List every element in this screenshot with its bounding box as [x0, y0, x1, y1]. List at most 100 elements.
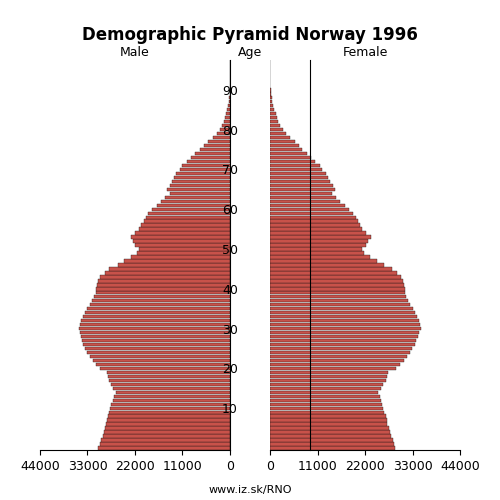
Bar [270, 410, 384, 414]
Bar [133, 240, 230, 243]
Bar [80, 331, 230, 334]
Bar [270, 108, 274, 112]
Bar [88, 351, 230, 354]
Bar [270, 287, 404, 290]
Bar [90, 355, 230, 358]
Bar [86, 347, 230, 350]
Bar [100, 366, 230, 370]
Bar [270, 386, 382, 390]
Bar [270, 414, 386, 418]
Bar [220, 128, 230, 132]
Bar [270, 406, 383, 410]
Bar [96, 287, 230, 290]
Bar [270, 236, 370, 239]
Bar [270, 172, 326, 175]
Bar [105, 426, 230, 430]
Bar [270, 164, 320, 167]
Bar [270, 96, 272, 100]
Bar [270, 267, 392, 270]
Bar [144, 220, 230, 223]
Bar [270, 204, 344, 207]
Bar [270, 132, 286, 136]
Bar [137, 252, 230, 254]
Bar [270, 438, 392, 442]
Bar [270, 124, 280, 128]
Bar [270, 144, 299, 148]
Bar [140, 228, 230, 231]
Bar [224, 120, 230, 124]
Bar [270, 256, 370, 258]
Bar [182, 164, 230, 167]
Bar [270, 283, 404, 286]
Bar [104, 430, 230, 434]
Bar [111, 382, 230, 386]
Bar [110, 406, 230, 410]
Bar [270, 200, 340, 203]
Bar [270, 168, 322, 171]
Bar [270, 299, 408, 302]
Bar [270, 180, 330, 183]
Bar [98, 446, 230, 450]
Bar [156, 204, 230, 207]
Bar [106, 422, 230, 426]
Bar [140, 248, 230, 250]
Text: Age: Age [238, 46, 262, 59]
Bar [270, 303, 410, 306]
Bar [196, 152, 230, 155]
Bar [270, 260, 377, 262]
Bar [86, 311, 230, 314]
Bar [124, 260, 230, 262]
Bar [105, 271, 230, 274]
Bar [270, 311, 414, 314]
Bar [135, 244, 230, 246]
Bar [270, 100, 272, 103]
Bar [102, 438, 230, 442]
Bar [116, 390, 230, 394]
Bar [270, 120, 278, 124]
Bar [270, 347, 412, 350]
Bar [270, 418, 386, 422]
Bar [270, 240, 368, 243]
Bar [228, 100, 230, 103]
Bar [161, 200, 230, 203]
Bar [212, 136, 230, 140]
Bar [92, 299, 230, 302]
Bar [270, 275, 401, 278]
Bar [270, 327, 420, 330]
Bar [270, 323, 420, 326]
Bar [80, 323, 230, 326]
Bar [96, 291, 230, 294]
Bar [270, 216, 356, 219]
Bar [270, 271, 396, 274]
Bar [180, 168, 230, 171]
Bar [226, 112, 230, 116]
Bar [148, 212, 230, 215]
Bar [229, 96, 230, 100]
Bar [88, 307, 230, 310]
Bar [270, 176, 328, 179]
Bar [270, 446, 395, 450]
Bar [270, 366, 396, 370]
Bar [270, 140, 294, 143]
Bar [228, 104, 230, 108]
Bar [176, 172, 230, 175]
Bar [270, 208, 349, 211]
Bar [270, 264, 384, 266]
Bar [270, 160, 316, 163]
Bar [270, 212, 353, 215]
Bar [270, 307, 412, 310]
Bar [270, 343, 414, 346]
Bar [109, 410, 230, 414]
Bar [170, 192, 230, 195]
Bar [270, 442, 394, 446]
Text: Demographic Pyramid Norway 1996: Demographic Pyramid Norway 1996 [82, 26, 418, 44]
Bar [270, 188, 335, 191]
Bar [270, 192, 332, 195]
Bar [270, 112, 276, 116]
Bar [270, 152, 306, 155]
Bar [270, 295, 406, 298]
Bar [107, 370, 230, 374]
Text: www.iz.sk/RNO: www.iz.sk/RNO [208, 485, 292, 495]
Bar [81, 319, 230, 322]
Bar [270, 156, 311, 159]
